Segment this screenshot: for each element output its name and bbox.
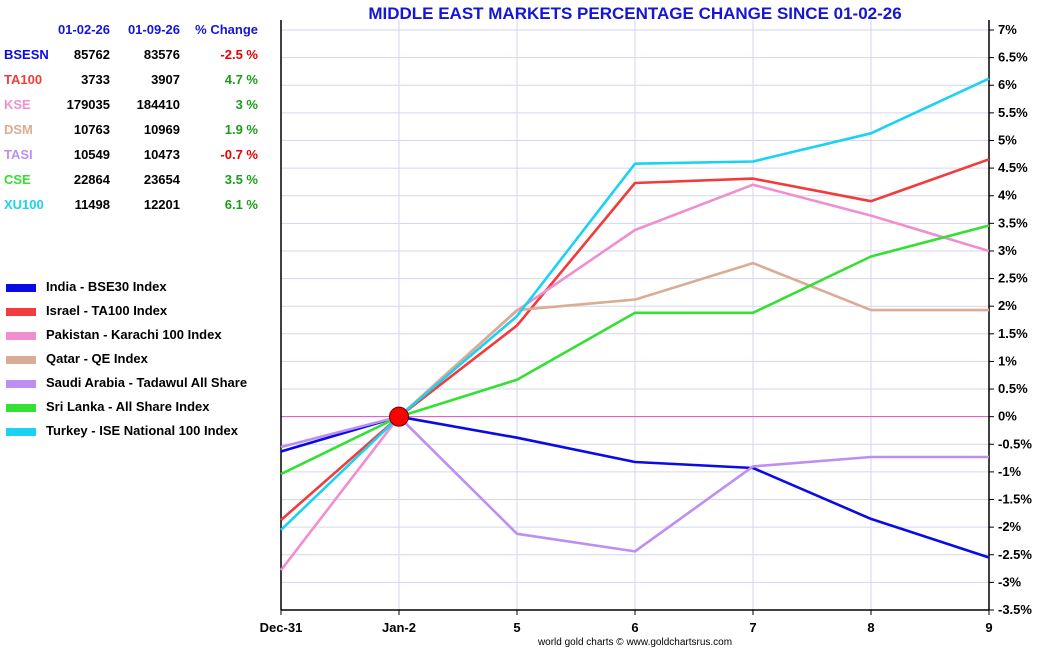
table-cell: 83576 bbox=[143, 47, 180, 62]
table-cell: -0.7 % bbox=[220, 147, 258, 162]
table-cell: 11498 bbox=[74, 197, 110, 212]
y-tick-label: -2% bbox=[998, 519, 1022, 534]
legend-item: Israel - TA100 Index bbox=[6, 303, 286, 321]
legend-item: Pakistan - Karachi 100 Index bbox=[6, 327, 286, 345]
table-cell: TASI bbox=[4, 147, 33, 162]
series-line-3 bbox=[398, 261, 989, 418]
table-cell: 10549 bbox=[73, 147, 110, 162]
table-cell: 23654 bbox=[143, 172, 180, 187]
chart-footer: world gold charts © www.goldchartsrus.co… bbox=[537, 637, 733, 648]
y-tick-label: 3% bbox=[998, 243, 1017, 258]
y-axis-ticks: -3.5% -3% -2.5% -2% -1.5% -1% -0.5% 0% 0.5% 1% 1.5… bbox=[989, 22, 1032, 617]
y-tick-label: 1% bbox=[998, 353, 1017, 368]
legend-swatch bbox=[6, 404, 36, 412]
table-cell: KSE bbox=[4, 97, 31, 112]
table-cell: 10969 bbox=[143, 122, 180, 137]
y-tick-label: -1% bbox=[998, 464, 1022, 479]
legend-label: India - BSE30 Index bbox=[46, 279, 167, 294]
y-tick-label: -3.5% bbox=[998, 602, 1032, 617]
legend-swatch bbox=[6, 356, 36, 364]
legend-item: Turkey - ISE National 100 Index bbox=[6, 423, 286, 441]
table-cell: -2.5 % bbox=[220, 47, 258, 62]
y-tick-label: 0.5% bbox=[998, 381, 1028, 396]
legend-label: Pakistan - Karachi 100 Index bbox=[46, 327, 222, 342]
y-tick-label: -0.5% bbox=[998, 436, 1032, 451]
legend-swatch bbox=[6, 308, 36, 316]
y-tick-label: 2.5% bbox=[998, 271, 1028, 286]
y-tick-label: -1.5% bbox=[998, 492, 1032, 507]
table-cell: XU100 bbox=[4, 197, 44, 212]
table-cell: CSE bbox=[4, 172, 31, 187]
table-cell: 3907 bbox=[151, 72, 180, 87]
legend-item: Sri Lanka - All Share Index bbox=[6, 399, 286, 417]
y-tick-label: 5.5% bbox=[998, 105, 1028, 120]
table-cell: 85762 bbox=[73, 47, 110, 62]
y-tick-label: 5% bbox=[998, 132, 1017, 147]
legend-label: Turkey - ISE National 100 Index bbox=[46, 423, 238, 438]
legend-item: Saudi Arabia - Tadawul All Share bbox=[6, 375, 286, 393]
table-cell: 12201 bbox=[143, 197, 180, 212]
y-tick-label: 6.5% bbox=[998, 50, 1028, 65]
legend-label: Israel - TA100 Index bbox=[46, 303, 168, 318]
table-cell: DSM bbox=[4, 122, 33, 137]
table-header-cell: 01-09-26 bbox=[127, 22, 180, 37]
table-cell: 3733 bbox=[81, 72, 110, 87]
legend-item: India - BSE30 Index bbox=[6, 279, 286, 297]
x-tick-label: 6 bbox=[631, 620, 638, 635]
chart-markers bbox=[389, 406, 409, 427]
table-header-cell: 01-02-26 bbox=[57, 22, 110, 37]
table-cell: BSESN bbox=[4, 47, 49, 62]
table-cell: 10473 bbox=[143, 147, 180, 162]
table-cell: 1.9 % bbox=[224, 122, 258, 137]
x-tick-label: 9 bbox=[985, 620, 992, 635]
legend-label: Qatar - QE Index bbox=[46, 351, 148, 366]
y-tick-label: 2% bbox=[998, 298, 1017, 313]
table-header-cell: % Change bbox=[195, 22, 258, 37]
y-tick-label: 4.5% bbox=[998, 160, 1028, 175]
table-cell: 3.5 % bbox=[224, 172, 258, 187]
legend-swatch bbox=[6, 428, 36, 436]
chart-title: MIDDLE EAST MARKETS PERCENTAGE CHANGE SI… bbox=[368, 4, 902, 23]
y-tick-label: -3% bbox=[998, 574, 1022, 589]
chart-grid bbox=[281, 20, 989, 611]
legend-swatch bbox=[6, 332, 36, 340]
y-tick-label: 1.5% bbox=[998, 326, 1028, 341]
x-tick-label: 5 bbox=[513, 620, 520, 635]
legend-swatch bbox=[6, 380, 36, 388]
y-tick-label: 0% bbox=[998, 409, 1017, 424]
table-cell: 10763 bbox=[73, 122, 110, 137]
x-axis-ticks: Dec-31 Jan-2 5 6 7 8 9 bbox=[260, 610, 993, 635]
table-cell: 184410 bbox=[136, 97, 180, 112]
legend-swatch bbox=[6, 284, 36, 292]
y-tick-label: 7% bbox=[998, 22, 1017, 37]
y-tick-label: 6% bbox=[998, 77, 1017, 92]
legend-item: Qatar - QE Index bbox=[6, 351, 286, 369]
y-tick-label: 4% bbox=[998, 188, 1017, 203]
table-cell: 4.7 % bbox=[224, 72, 258, 87]
table-cell: 22864 bbox=[73, 172, 110, 187]
table-cell: TA100 bbox=[4, 72, 43, 87]
legend-label: Sri Lanka - All Share Index bbox=[46, 399, 210, 414]
x-tick-label: Dec-31 bbox=[260, 620, 303, 635]
table-cell: 179035 bbox=[66, 97, 110, 112]
x-tick-label: 7 bbox=[749, 620, 756, 635]
y-tick-label: 3.5% bbox=[998, 215, 1028, 230]
base-date-marker bbox=[389, 406, 409, 427]
x-tick-label: 8 bbox=[867, 620, 874, 635]
table-cell: 6.1 % bbox=[224, 197, 258, 212]
table-cell: 3 % bbox=[235, 97, 258, 112]
legend-label: Saudi Arabia - Tadawul All Share bbox=[46, 375, 248, 390]
x-tick-label: Jan-2 bbox=[382, 620, 416, 635]
y-tick-label: -2.5% bbox=[998, 547, 1032, 562]
